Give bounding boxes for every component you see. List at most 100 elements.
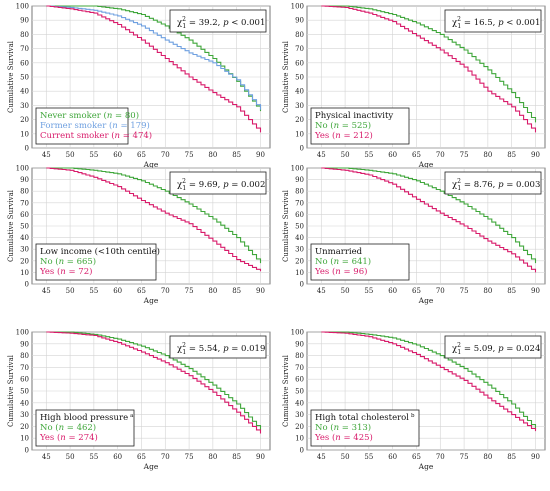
y-tick-label: 100 [16,329,29,337]
x-tick-label: 60 [388,151,397,159]
series-line-2 [46,5,262,110]
legend-entry-2: Yes (n = 96) [314,266,367,277]
legend-label: No ( [40,256,59,267]
x-tick-label: 65 [412,453,421,461]
x-tick-label: 45 [42,453,51,461]
y-tick-label: 0 [25,145,29,153]
legend-title: High blood pressure a [40,413,134,423]
y-tick-label: 10 [295,130,304,138]
legend-label: No ( [315,120,334,131]
y-tick-label: 70 [20,45,29,53]
stat-sup: 2 [457,178,461,185]
x-tick-label: 50 [341,453,350,461]
stat-sup: 2 [182,16,186,23]
stat-p: p [498,344,504,354]
y-tick-label: 0 [25,281,29,289]
legend-box [35,243,157,281]
x-tick-label: 60 [388,287,397,295]
y-axis-label: Cumulative Survival [7,354,15,427]
x-tick-label: 85 [232,151,241,159]
legend-label: Former smoker ( [40,120,112,131]
stat-value: = 5.09, [461,344,498,354]
x-tick-label: 90 [256,453,265,461]
y-tick-label: 70 [20,199,29,207]
legend-count: = 313) [339,422,371,433]
y-tick-label: 40 [20,399,29,407]
x-tick-label: 55 [89,151,98,159]
y-tick-label: 70 [295,364,304,372]
y-tick-label: 80 [295,188,304,196]
y-axis-label: Cumulative Survival [7,189,15,262]
x-axis-label: Age [418,296,434,305]
legend-count: = 425) [341,432,373,443]
x-tick-label: 60 [113,151,122,159]
stat-chi: χ [452,180,457,190]
x-tick-label: 85 [507,151,516,159]
stat-text: χ2 1 = 5.54, p = 0.019 [177,342,265,356]
stat-text: χ2 1 = 5.09, p = 0.024 [452,342,540,356]
legend-mark: a [130,413,134,419]
y-tick-label: 90 [20,176,29,184]
x-tick-label: 70 [161,151,170,159]
chart-panel-1: 0 10 20 30 40 50 60 70 80 90 100 45 50 55 60 65 70 75 80 85… [7,3,271,169]
x-tick-label: 50 [66,151,75,159]
y-tick-label: 50 [295,388,304,396]
stat-p: p [223,344,229,354]
y-tick-label: 40 [295,399,304,407]
x-tick-label: 80 [208,453,217,461]
x-tick-label: 75 [185,453,194,461]
y-tick-label: 100 [291,3,304,11]
y-tick-label: 80 [295,352,304,360]
y-tick-label: 0 [25,447,29,455]
y-tick-label: 60 [295,59,304,67]
y-tick-label: 20 [20,423,29,431]
y-tick-label: 80 [295,31,304,39]
legend-box [310,107,410,145]
x-tick-label: 60 [388,453,397,461]
y-tick-label: 20 [295,116,304,124]
stat-pval: = 0.002 [229,180,266,190]
x-tick-label: 65 [412,151,421,159]
stat-pval: < 0.001 [229,18,266,28]
y-tick-label: 60 [295,211,304,219]
x-tick-label: 85 [232,453,241,461]
x-tick-label: 75 [460,453,469,461]
legend-entry-1: No (n = 525) [315,120,371,131]
legend-mark: b [411,413,415,419]
stat-pval: = 0.003 [504,180,541,190]
x-tick-label: 55 [364,287,373,295]
legend-entry-2: Yes (n = 274) [39,432,98,443]
x-tick-label: 55 [364,151,373,159]
x-tick-label: 70 [436,453,445,461]
x-tick-label: 50 [66,287,75,295]
x-tick-label: 55 [89,453,98,461]
y-tick-label: 60 [20,376,29,384]
series-line-1 [46,331,262,430]
x-tick-label: 45 [317,287,326,295]
stat-chi: χ [177,180,182,190]
x-tick-label: 45 [42,151,51,159]
stat-p: p [223,18,229,28]
x-tick-label: 85 [507,287,516,295]
x-tick-label: 50 [341,287,350,295]
stat-sub: 1 [182,185,186,192]
x-tick-label: 70 [161,453,170,461]
legend-count: = 474) [120,130,152,141]
legend-title-text: High total cholesterol [315,413,409,423]
x-axis-label: Age [143,296,159,305]
y-tick-label: 60 [295,376,304,384]
stat-chi: χ [177,344,182,354]
y-tick-label: 60 [20,59,29,67]
y-tick-label: 90 [295,176,304,184]
legend-n: n [112,121,117,131]
y-tick-label: 10 [20,435,29,443]
y-tick-label: 20 [295,257,304,265]
y-tick-label: 30 [20,102,29,110]
y-tick-label: 40 [295,234,304,242]
y-axis-label: Cumulative Survival [282,354,290,427]
x-tick-label: 90 [531,453,540,461]
y-tick-label: 70 [295,45,304,53]
stat-value: = 5.54, [186,344,223,354]
x-tick-label: 65 [137,453,146,461]
